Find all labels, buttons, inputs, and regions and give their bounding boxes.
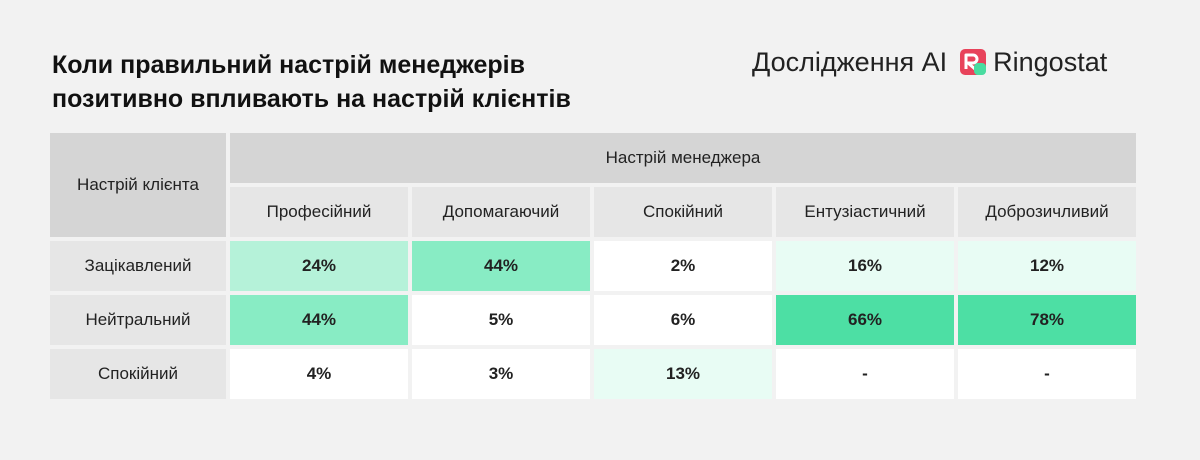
table-row: Спокійний 4% 3% 13% - -: [50, 349, 1136, 399]
data-cell: 6%: [594, 295, 772, 345]
data-cell: 66%: [776, 295, 954, 345]
data-cell: 24%: [230, 241, 408, 291]
data-cell: 78%: [958, 295, 1136, 345]
title-line-2: позитивно впливають на настрій клієнтів: [52, 85, 571, 113]
column-group-header: Настрій менеджера: [230, 133, 1136, 183]
data-cell: 3%: [412, 349, 590, 399]
data-cell: 2%: [594, 241, 772, 291]
data-cell: 12%: [958, 241, 1136, 291]
column-header: Доброзичливий: [958, 187, 1136, 237]
brand-research-label: Дослідження AI: [752, 46, 948, 77]
column-header: Допомагаючий: [412, 187, 590, 237]
data-cell: -: [776, 349, 954, 399]
corner-header: Настрій клієнта: [50, 133, 226, 237]
title-line-1: Коли правильний настрій менеджерів: [52, 51, 525, 79]
data-cell: 5%: [412, 295, 590, 345]
data-cell: -: [958, 349, 1136, 399]
data-cell: 4%: [230, 349, 408, 399]
data-cell: 44%: [412, 241, 590, 291]
brand-name: Ringostat: [993, 46, 1108, 77]
table-row: Зацікавлений 24% 44% 2% 16% 12%: [50, 241, 1136, 291]
chart-title: Коли правильний настрій менеджерів позит…: [52, 48, 752, 116]
ringostat-logo-icon: [959, 48, 987, 76]
data-cell: 16%: [776, 241, 954, 291]
row-header: Спокійний: [50, 349, 226, 399]
brand-block: Дослідження AI Ringostat: [752, 44, 1107, 80]
column-header: Професійний: [230, 187, 408, 237]
row-header: Зацікавлений: [50, 241, 226, 291]
heatmap-table: Настрій клієнта Настрій менеджера Профес…: [46, 129, 1140, 403]
data-cell: 44%: [230, 295, 408, 345]
data-cell: 13%: [594, 349, 772, 399]
column-header: Спокійний: [594, 187, 772, 237]
table-row: Нейтральний 44% 5% 6% 66% 78%: [50, 295, 1136, 345]
row-header: Нейтральний: [50, 295, 226, 345]
column-header: Ентузіастичний: [776, 187, 954, 237]
